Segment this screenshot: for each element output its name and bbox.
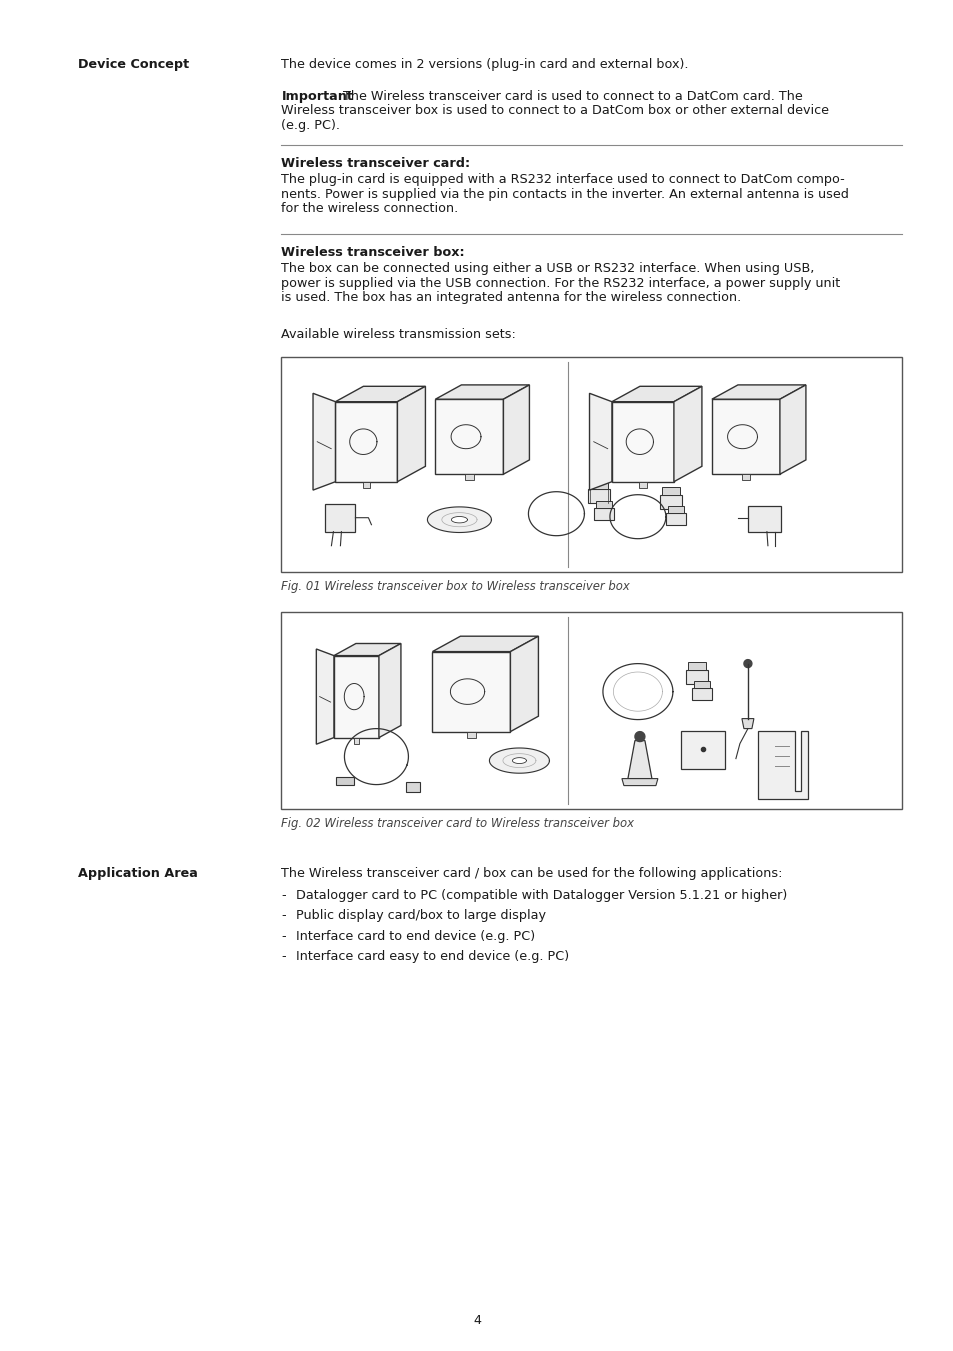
FancyBboxPatch shape (594, 508, 614, 520)
Polygon shape (313, 393, 335, 490)
Text: Device Concept: Device Concept (78, 58, 189, 72)
Polygon shape (673, 386, 701, 482)
Polygon shape (611, 401, 673, 482)
Polygon shape (611, 386, 701, 401)
Text: The Wireless transceiver card is used to connect to a DatCom card. The: The Wireless transceiver card is used to… (339, 91, 802, 103)
FancyBboxPatch shape (596, 501, 612, 508)
Text: (e.g. PC).: (e.g. PC). (281, 119, 340, 132)
FancyBboxPatch shape (336, 777, 355, 785)
Text: Datalogger card to PC (compatible with Datalogger Version 5.1.21 or higher): Datalogger card to PC (compatible with D… (296, 889, 787, 902)
Polygon shape (334, 655, 378, 738)
Polygon shape (335, 401, 397, 482)
Text: Wireless transceiver card:: Wireless transceiver card: (281, 157, 470, 170)
FancyBboxPatch shape (661, 486, 679, 494)
Polygon shape (589, 393, 611, 490)
Polygon shape (621, 778, 658, 785)
Polygon shape (503, 385, 529, 474)
Polygon shape (510, 636, 537, 732)
FancyBboxPatch shape (693, 681, 709, 688)
Text: Public display card/box to large display: Public display card/box to large display (296, 909, 546, 923)
Text: nents. Power is supplied via the pin contacts in the inverter. An external anten: nents. Power is supplied via the pin con… (281, 188, 848, 201)
Text: The Wireless transceiver card / box can be used for the following applications:: The Wireless transceiver card / box can … (281, 867, 782, 881)
Polygon shape (397, 386, 425, 482)
Polygon shape (466, 732, 476, 738)
FancyBboxPatch shape (687, 662, 705, 670)
Text: Wireless transceiver box is used to connect to a DatCom box or other external de: Wireless transceiver box is used to conn… (281, 104, 828, 118)
Text: The device comes in 2 versions (plug-in card and external box).: The device comes in 2 versions (plug-in … (281, 58, 688, 72)
FancyBboxPatch shape (665, 512, 685, 524)
Text: The box can be connected using either a USB or RS232 interface. When using USB,: The box can be connected using either a … (281, 262, 814, 276)
Polygon shape (711, 385, 805, 399)
FancyBboxPatch shape (590, 481, 608, 489)
Polygon shape (451, 516, 467, 523)
Polygon shape (711, 399, 780, 474)
Polygon shape (432, 636, 537, 651)
Polygon shape (316, 648, 334, 744)
Polygon shape (435, 385, 529, 399)
Polygon shape (432, 651, 510, 732)
Text: The plug-in card is equipped with a RS232 interface used to connect to DatCom co: The plug-in card is equipped with a RS23… (281, 173, 844, 186)
Text: Important: Important (281, 91, 353, 103)
FancyBboxPatch shape (659, 494, 681, 509)
Text: -: - (281, 889, 286, 902)
Polygon shape (354, 738, 358, 744)
Polygon shape (465, 474, 473, 480)
Text: Wireless transceiver box:: Wireless transceiver box: (281, 246, 464, 259)
FancyBboxPatch shape (685, 670, 707, 684)
Text: -: - (281, 929, 286, 943)
Polygon shape (757, 731, 807, 798)
Polygon shape (747, 505, 781, 532)
Polygon shape (378, 643, 400, 738)
Polygon shape (639, 482, 646, 488)
FancyBboxPatch shape (406, 782, 420, 792)
Text: -: - (281, 909, 286, 923)
Polygon shape (635, 732, 644, 742)
Text: Available wireless transmission sets:: Available wireless transmission sets: (281, 328, 516, 340)
Polygon shape (427, 507, 491, 532)
Polygon shape (512, 758, 526, 763)
FancyBboxPatch shape (691, 688, 711, 700)
FancyBboxPatch shape (680, 731, 724, 769)
Text: 4: 4 (473, 1315, 480, 1328)
Text: is used. The box has an integrated antenna for the wireless connection.: is used. The box has an integrated anten… (281, 292, 740, 304)
Polygon shape (325, 504, 355, 532)
FancyBboxPatch shape (281, 612, 901, 809)
Polygon shape (335, 386, 425, 401)
Text: Fig. 01 Wireless transceiver box to Wireless transceiver box: Fig. 01 Wireless transceiver box to Wire… (281, 580, 630, 593)
Polygon shape (362, 482, 370, 488)
Polygon shape (743, 659, 751, 667)
Polygon shape (334, 643, 400, 655)
Polygon shape (741, 719, 753, 728)
Text: power is supplied via the USB connection. For the RS232 interface, a power suppl: power is supplied via the USB connection… (281, 277, 840, 290)
Polygon shape (780, 385, 805, 474)
FancyBboxPatch shape (588, 489, 610, 503)
Polygon shape (627, 740, 651, 778)
Text: Interface card easy to end device (e.g. PC): Interface card easy to end device (e.g. … (296, 950, 569, 963)
Polygon shape (435, 399, 503, 474)
FancyBboxPatch shape (281, 357, 901, 571)
Polygon shape (489, 748, 549, 773)
Polygon shape (741, 474, 749, 480)
Text: Application Area: Application Area (78, 867, 198, 881)
Text: Fig. 02 Wireless transceiver card to Wireless transceiver box: Fig. 02 Wireless transceiver card to Wir… (281, 816, 634, 830)
FancyBboxPatch shape (667, 505, 683, 512)
Text: Interface card to end device (e.g. PC): Interface card to end device (e.g. PC) (296, 929, 535, 943)
Text: -: - (281, 950, 286, 963)
Text: for the wireless connection.: for the wireless connection. (281, 203, 458, 215)
